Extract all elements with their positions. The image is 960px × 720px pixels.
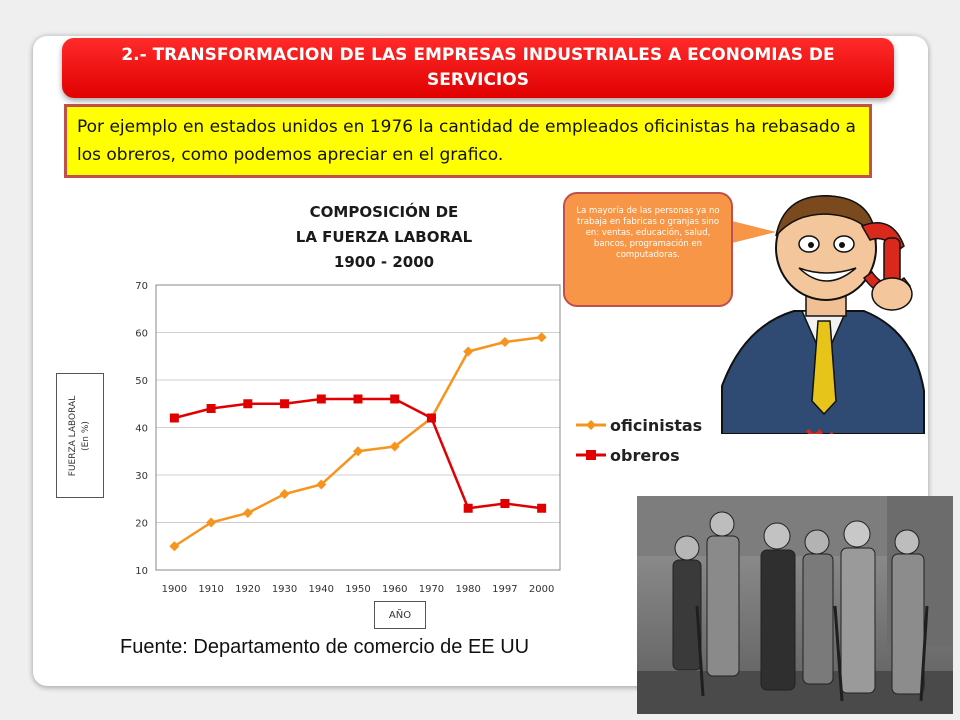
y-axis-label-line-2: (En %): [81, 420, 91, 451]
y-tick-label: 20: [135, 519, 148, 530]
x-tick-label: 1900: [162, 584, 187, 595]
x-axis-label: AÑO: [388, 609, 412, 621]
speech-bubble-text: La mayoría de las personas ya no trabaja…: [576, 206, 720, 260]
x-tick-label: 1920: [235, 584, 260, 595]
chart-title: COMPOSICIÓN DE LA FUERZA LABORAL 1900 - …: [254, 200, 514, 275]
data-point-oficinistas: [206, 517, 217, 528]
intro-text: Por ejemplo en estados unidos en 1976 la…: [77, 117, 856, 165]
data-point-oficinistas: [353, 446, 363, 457]
x-tick-label: 1930: [272, 584, 297, 595]
x-tick-label: 1960: [382, 584, 407, 595]
x-tick-label: 1970: [419, 584, 444, 595]
data-point-oficinistas: [169, 541, 180, 552]
line-chart: 10 20 30 40 50 60 70 1900 1910 1920 1930 1940 1950 19…: [135, 281, 561, 595]
data-point-obreros: [426, 413, 436, 423]
y-axis-label: FUERZA LABORAL (En %): [67, 395, 93, 475]
y-tick-label: 60: [135, 329, 148, 340]
data-point-obreros: [537, 503, 547, 513]
legend-item-obreros: obreros: [576, 440, 716, 470]
data-point-obreros: [463, 503, 473, 513]
legend-label-obreros: obreros: [610, 445, 680, 465]
chart-title-line-1: COMPOSICIÓN DE: [309, 203, 459, 221]
legend-item-oficinistas: oficinistas: [576, 410, 716, 440]
y-tick-label: 30: [135, 471, 148, 482]
data-point-oficinistas: [499, 337, 510, 347]
data-point-oficinistas: [242, 508, 253, 518]
series-line-oficinistas: [173, 336, 542, 548]
legend-marker-oficinistas: [576, 420, 606, 430]
slide-title-text: 2.- TRANSFORMACION DE LAS EMPRESAS INDUS…: [121, 45, 835, 90]
data-point-obreros: [243, 399, 253, 409]
x-tick-label: 1910: [198, 584, 223, 595]
y-tick-label: 70: [135, 281, 148, 292]
chart-legend: oficinistas obreros: [576, 410, 716, 470]
data-point-obreros: [500, 499, 510, 508]
x-tick-label: 2000: [529, 584, 554, 595]
speech-bubble-tail: [728, 220, 776, 244]
data-point-oficinistas: [316, 479, 327, 490]
data-point-obreros: [316, 394, 326, 404]
plot-area-frame: [155, 284, 561, 571]
legend-label-oficinistas: oficinistas: [610, 415, 703, 435]
data-point-obreros: [206, 404, 216, 413]
x-axis-label-box: AÑO: [374, 601, 426, 629]
workers-group-photo: [637, 496, 953, 714]
data-point-obreros: [169, 413, 179, 423]
data-point-obreros: [390, 394, 400, 404]
y-tick-label: 40: [135, 424, 148, 435]
x-tick-label: 1940: [309, 584, 334, 595]
y-axis-label-box: FUERZA LABORAL (En %): [56, 373, 104, 498]
slide-title: 2.- TRANSFORMACION DE LAS EMPRESAS INDUS…: [62, 38, 894, 98]
chart-title-line-2: LA FUERZA LABORAL: [295, 228, 473, 246]
legend-marker-obreros: [576, 450, 606, 460]
chart-title-line-3: 1900 - 2000: [333, 253, 435, 271]
source-note: Fuente: Departamento de comercio de EE U…: [120, 636, 530, 658]
data-point-obreros: [353, 394, 363, 404]
y-tick-label: 50: [135, 376, 148, 387]
data-point-oficinistas: [389, 441, 400, 452]
x-tick-label: 1980: [455, 584, 480, 595]
y-axis-label-line-1: FUERZA LABORAL: [68, 395, 78, 476]
data-point-oficinistas: [279, 489, 290, 499]
y-tick-label: 10: [135, 566, 148, 577]
x-tick-label: 1950: [345, 584, 370, 595]
data-point-oficinistas: [463, 346, 474, 357]
x-tick-label: 1997: [492, 584, 517, 595]
man-on-phone-illustration: [721, 195, 925, 434]
intro-box: Por ejemplo en estados unidos en 1976 la…: [64, 104, 872, 178]
data-point-obreros: [280, 399, 290, 409]
data-point-oficinistas: [536, 332, 547, 343]
speech-bubble: La mayoría de las personas ya no trabaja…: [563, 192, 733, 307]
